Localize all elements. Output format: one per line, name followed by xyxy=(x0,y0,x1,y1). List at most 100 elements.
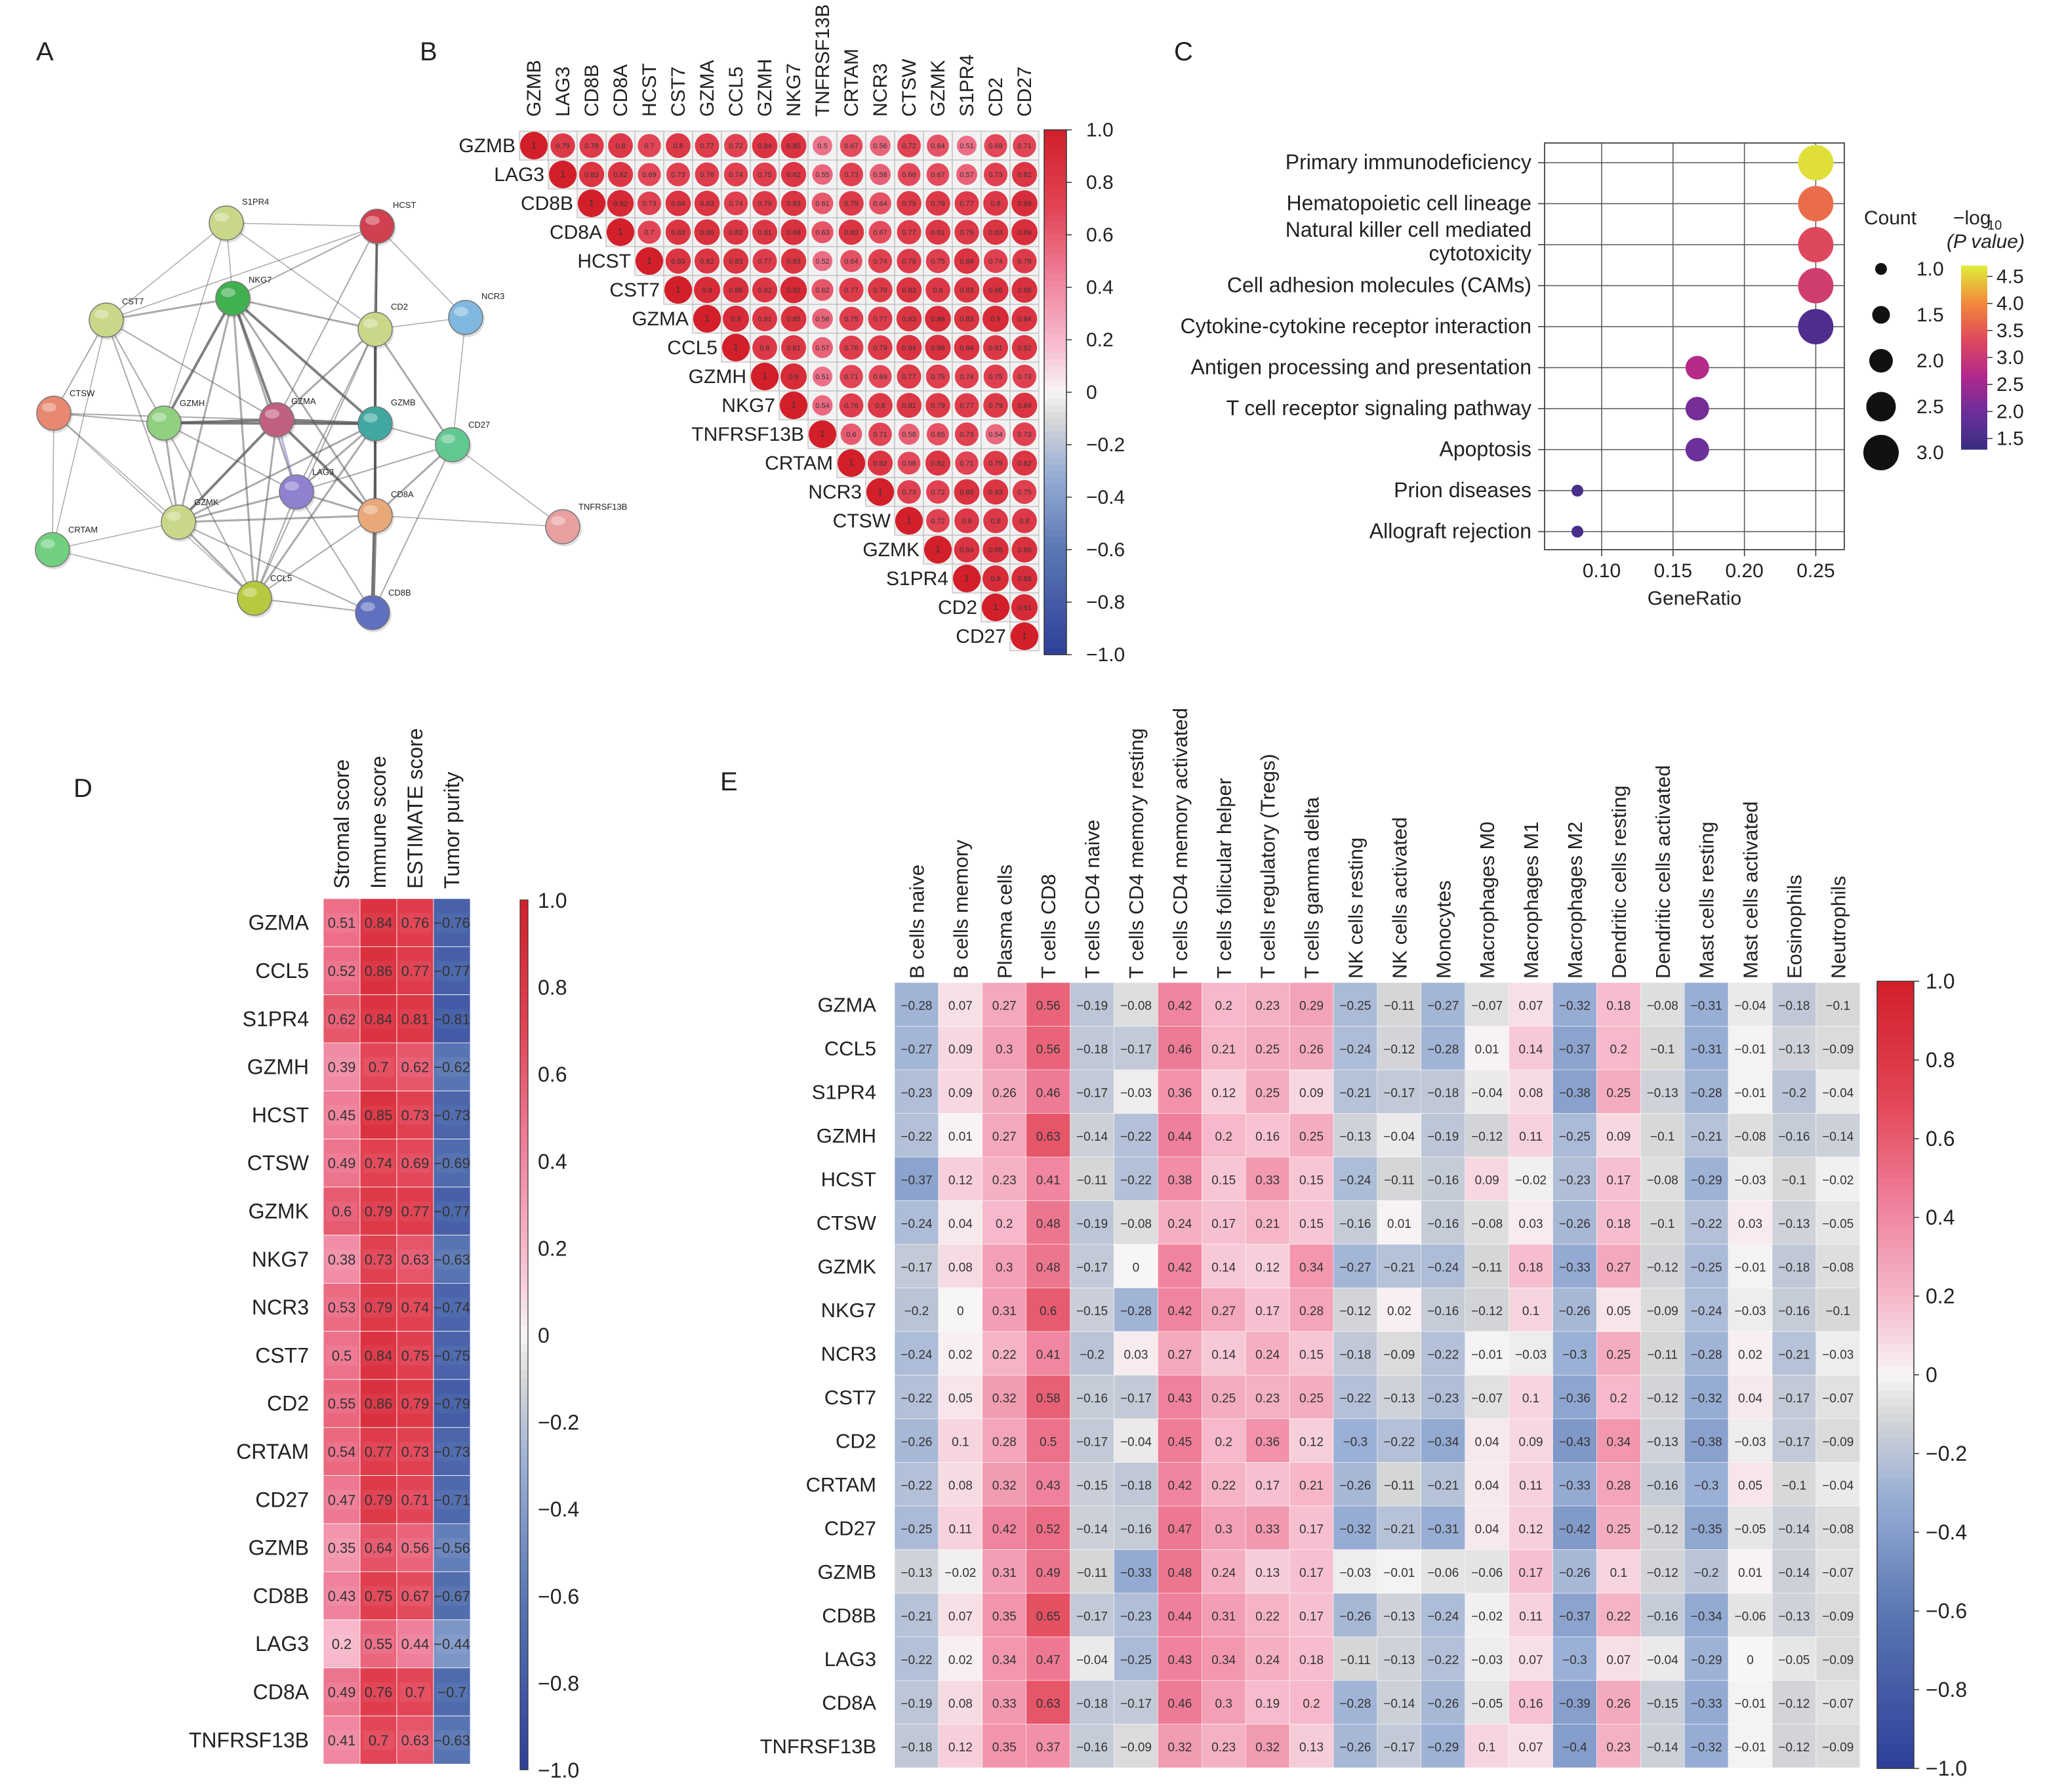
e-colorbar-segment xyxy=(1877,1052,1914,1061)
e-cell-value: −0.17 xyxy=(1076,1435,1108,1449)
e-cell-value: −0.08 xyxy=(1647,1173,1678,1187)
c-colorbar-segment xyxy=(1961,275,1987,279)
d-row-label: HCST xyxy=(252,1103,309,1127)
e-cell-value: 0.46 xyxy=(1036,1086,1061,1100)
e-cell-value: −0.33 xyxy=(1120,1566,1152,1580)
d-cell-value: 0.62 xyxy=(328,1011,356,1027)
e-cell xyxy=(1377,1505,1422,1550)
b-cell-value: 0.84 xyxy=(1017,402,1031,410)
b-cell-circle xyxy=(838,219,864,245)
e-cell xyxy=(1333,1593,1378,1637)
e-cell-value: −0.13 xyxy=(1778,1043,1810,1057)
e-colorbar-segment xyxy=(1877,1249,1914,1257)
e-cell xyxy=(982,1026,1026,1070)
e-cell xyxy=(1026,1375,1070,1419)
d-cell-value: 0.75 xyxy=(401,1347,430,1364)
d-colorbar-segment xyxy=(520,1299,528,1309)
e-cell xyxy=(1640,1724,1685,1768)
e-cell xyxy=(1640,982,1685,1027)
b-cell-circle xyxy=(780,276,807,304)
network-edge xyxy=(177,521,256,600)
e-cell-value: 0.35 xyxy=(992,1610,1017,1623)
e-cell-value: 0.04 xyxy=(1475,1522,1499,1536)
b-cell-value: 0.75 xyxy=(844,316,858,323)
d-column-label: Stromal score xyxy=(330,760,354,889)
network-edge xyxy=(372,444,453,613)
e-cell-value: 0.24 xyxy=(1255,1654,1280,1667)
b-colorbar-segment xyxy=(1044,609,1066,616)
b-cell-value: 0.67 xyxy=(873,229,887,237)
e-cell xyxy=(1202,1549,1246,1594)
e-cell-value: −0.11 xyxy=(1340,1654,1371,1667)
b-colorbar-segment xyxy=(1044,228,1066,235)
e-cell xyxy=(894,1680,939,1724)
e-column-label: T cells CD4 memory resting xyxy=(1125,728,1148,979)
b-colorbar-segment xyxy=(1044,582,1066,590)
d-cell-value: 0.51 xyxy=(328,915,356,931)
b-cell-circle xyxy=(780,161,807,188)
b-colorbar-segment xyxy=(1044,517,1066,524)
d-cell-value: 0.52 xyxy=(328,963,356,979)
d-colorbar-segment xyxy=(520,1604,528,1614)
c-pathway-label: Primary immunodeficiency xyxy=(1286,150,1531,174)
e-colorbar-segment xyxy=(1877,1642,1914,1651)
e-cell xyxy=(1377,982,1422,1027)
b-cell-value: 1 xyxy=(820,428,825,439)
e-cell-value: −0.07 xyxy=(1822,1697,1853,1711)
e-cell-value: −0.04 xyxy=(1076,1654,1108,1667)
c-colorbar-segment xyxy=(1961,277,1987,281)
d-colorbar-segment xyxy=(520,987,528,996)
d-colorbar-segment xyxy=(520,1021,528,1031)
b-cell-circle xyxy=(839,335,864,360)
d-cell-value: −0.69 xyxy=(434,1155,470,1171)
e-cell xyxy=(1728,1680,1773,1724)
b-cell-circle xyxy=(752,219,778,245)
e-cell xyxy=(1070,1418,1114,1463)
d-cell-highlight xyxy=(326,1345,357,1366)
e-cell xyxy=(1158,1069,1202,1114)
e-cell xyxy=(1070,1331,1114,1375)
e-cell xyxy=(1289,1680,1334,1724)
e-colorbar-segment xyxy=(1877,1627,1914,1635)
e-cell xyxy=(1421,982,1465,1027)
e-cell-value: −0.08 xyxy=(1735,1130,1766,1144)
b-cell-value: 0.73 xyxy=(988,171,1002,179)
network-edge xyxy=(178,521,373,613)
c-pathway-label: Cytokine-cytokine receptor interaction xyxy=(1181,314,1531,338)
b-cell-value: 0.8 xyxy=(760,344,769,352)
b-cell-value: 1 xyxy=(993,601,998,612)
e-cell-value: −0.11 xyxy=(1384,999,1415,1013)
b-cell-value: 0.62 xyxy=(815,287,829,295)
e-cell-value: 0.43 xyxy=(1167,1654,1192,1667)
b-cell-circle xyxy=(984,134,1007,157)
network-edge xyxy=(52,549,255,599)
e-cell xyxy=(1728,1244,1773,1288)
network-node-label: CST7 xyxy=(122,296,144,306)
d-colorbar-segment xyxy=(520,1474,528,1484)
b-colorbar-segment xyxy=(1044,484,1066,491)
e-cell-value: 0.34 xyxy=(1211,1654,1236,1667)
d-colorbar-tick-label: −0.4 xyxy=(538,1497,579,1521)
b-column-label: CD2 xyxy=(985,77,1007,117)
d-colorbar-segment xyxy=(520,1570,528,1579)
network-edge xyxy=(254,329,376,599)
c-colorbar-segment xyxy=(1961,284,1987,288)
e-cell-value: 0.04 xyxy=(1475,1435,1499,1449)
b-cell-circle xyxy=(954,364,979,389)
e-cell-value: 0 xyxy=(1747,1654,1754,1667)
c-colorbar-segment xyxy=(1961,388,1987,392)
b-cell-circle xyxy=(1012,364,1037,389)
e-colorbar-segment xyxy=(1877,1178,1914,1187)
c-colorbar-segment xyxy=(1961,446,1987,450)
c-colorbar-segment xyxy=(1961,327,1987,331)
e-cell xyxy=(1509,982,1553,1027)
b-cell-value: 0.61 xyxy=(815,200,829,208)
b-cell-value: 0.77 xyxy=(758,258,771,266)
b-cell-value: 0.75 xyxy=(1017,489,1031,497)
c-colorbar-segment xyxy=(1961,367,1987,371)
c-colorbar-segment xyxy=(1961,317,1987,321)
e-cell-value: −0.16 xyxy=(1778,1130,1810,1144)
b-colorbar-segment xyxy=(1044,504,1066,511)
e-cell xyxy=(1333,1375,1378,1419)
e-colorbar-segment xyxy=(1877,1422,1914,1431)
